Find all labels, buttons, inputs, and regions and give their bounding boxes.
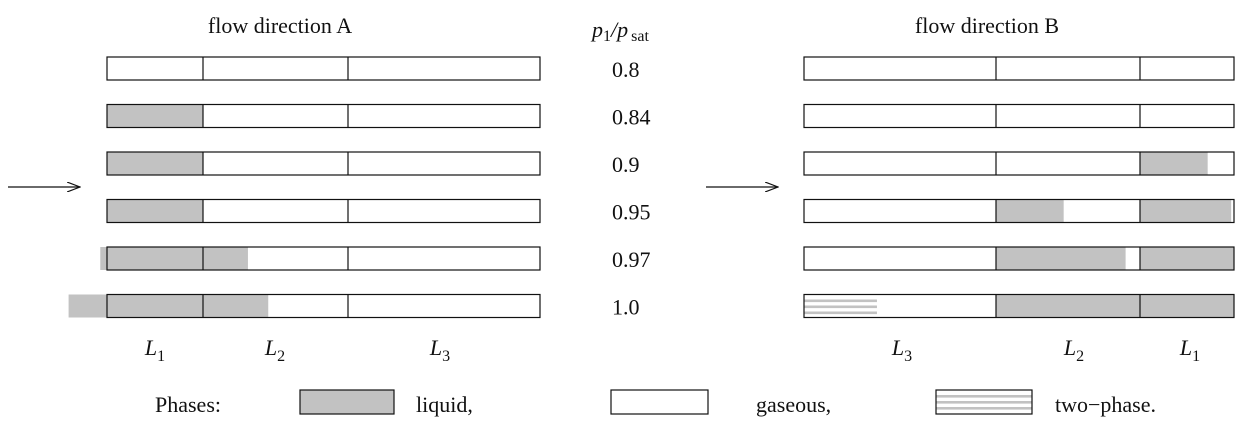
liquid-fill-l1 bbox=[107, 294, 203, 318]
row-b-0.84 bbox=[803, 103, 1235, 129]
legend-item-liquid: liquid, bbox=[299, 389, 473, 417]
liquid-fill-l2 bbox=[203, 294, 269, 318]
pipe-outline bbox=[803, 56, 1235, 81]
liquid-fill-l1 bbox=[107, 247, 203, 270]
legend-swatch-liquid bbox=[299, 389, 395, 415]
legend-label-gaseous: gaseous, bbox=[756, 392, 831, 417]
pipe-outline bbox=[106, 246, 541, 271]
pipe-outline bbox=[106, 56, 541, 81]
section-label: L3 bbox=[891, 335, 912, 365]
legend-title: Phases: bbox=[155, 392, 221, 417]
ratio-value: 0.9 bbox=[612, 152, 640, 177]
pipe-outline bbox=[803, 151, 1235, 176]
rows-flow-direction-b bbox=[803, 56, 1235, 319]
legend-item-gaseous: gaseous, bbox=[610, 389, 831, 417]
upstream-liquid bbox=[100, 247, 107, 270]
liquid-fill-l2 bbox=[996, 294, 1140, 318]
pipe-outline bbox=[106, 103, 541, 129]
pipe-outline bbox=[803, 246, 1235, 271]
row-a-0.97 bbox=[100, 246, 541, 271]
upstream-liquid bbox=[68, 294, 107, 318]
legend-label-two_phase: two−phase. bbox=[1055, 392, 1156, 417]
liquid-fill-l1 bbox=[107, 104, 203, 128]
legend-item-two_phase: two−phase. bbox=[935, 389, 1156, 417]
liquid-fill-l1 bbox=[1140, 152, 1208, 175]
ratio-header: p1/p sat bbox=[590, 17, 649, 45]
section-label: L3 bbox=[429, 335, 450, 365]
ratio-value: 0.95 bbox=[612, 200, 651, 225]
row-b-1.0 bbox=[803, 293, 1235, 319]
row-b-0.97 bbox=[803, 246, 1235, 271]
row-a-0.84 bbox=[106, 103, 541, 129]
liquid-fill-l2 bbox=[996, 199, 1064, 223]
two-phase-fill-l3 bbox=[804, 299, 877, 315]
ratio-value: 1.0 bbox=[612, 295, 640, 320]
liquid-fill-l1 bbox=[1140, 294, 1234, 318]
pipe-outline bbox=[106, 198, 541, 224]
liquid-fill-l1 bbox=[107, 152, 203, 175]
legend-swatch-two-phase bbox=[935, 389, 1033, 415]
title-flow-direction-b: flow direction B bbox=[915, 13, 1059, 38]
rows-flow-direction-a bbox=[68, 56, 541, 319]
legend-swatch-gaseous bbox=[610, 389, 709, 415]
ratio-column: 0.8 0.84 0.9 0.95 0.97 1.0 bbox=[612, 57, 651, 320]
title-flow-direction-a: flow direction A bbox=[208, 13, 352, 38]
section-label: L1 bbox=[144, 335, 165, 365]
section-labels: L1 L2 L3 L3 L2 L1 bbox=[144, 335, 1200, 365]
legend-label-liquid: liquid, bbox=[416, 392, 473, 417]
liquid-fill-l2 bbox=[996, 247, 1126, 270]
row-b-0.8 bbox=[803, 56, 1235, 81]
ratio-value: 0.8 bbox=[612, 57, 640, 82]
row-b-0.95 bbox=[803, 198, 1235, 224]
liquid-fill-l1 bbox=[1140, 199, 1232, 223]
ratio-value: 0.84 bbox=[612, 105, 651, 130]
section-label: L2 bbox=[1063, 335, 1084, 365]
liquid-fill-l1 bbox=[1140, 247, 1234, 270]
liquid-fill-l1 bbox=[107, 199, 203, 223]
ratio-value: 0.97 bbox=[612, 247, 651, 272]
liquid-fill-l2 bbox=[203, 247, 248, 270]
pipe-outline bbox=[803, 103, 1235, 129]
pipe-outline bbox=[106, 293, 541, 319]
section-label: L1 bbox=[1179, 335, 1200, 365]
pipe-outline bbox=[106, 151, 541, 176]
section-label: L2 bbox=[264, 335, 285, 365]
row-a-0.9 bbox=[106, 151, 541, 176]
row-a-0.8 bbox=[106, 56, 541, 81]
row-b-0.9 bbox=[803, 151, 1235, 176]
pipe-outline bbox=[803, 293, 1235, 319]
row-a-1.0 bbox=[68, 293, 541, 319]
row-a-0.95 bbox=[106, 198, 541, 224]
phase-legend: Phases: liquid, gaseous, two−phase. bbox=[155, 389, 1156, 417]
pipe-outline bbox=[803, 198, 1235, 224]
